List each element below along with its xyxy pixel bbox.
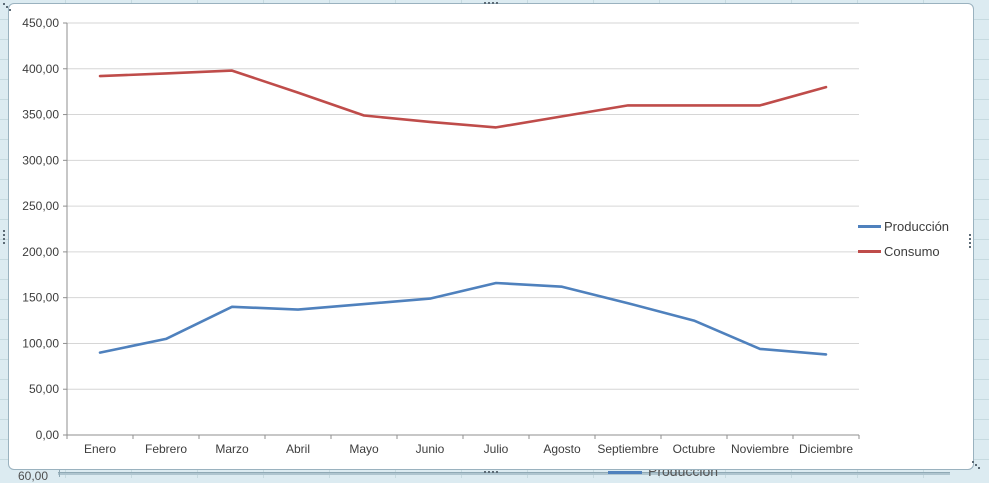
legend-swatch bbox=[858, 225, 881, 228]
background-chart-axis-tick bbox=[59, 469, 60, 477]
x-axis-label: Noviembre bbox=[731, 442, 789, 456]
x-axis-label: Enero bbox=[84, 442, 116, 456]
y-axis-label: 300,00 bbox=[22, 153, 59, 167]
x-axis-label: Febrero bbox=[145, 442, 187, 456]
x-axis-label: Junio bbox=[416, 442, 445, 456]
selection-handle-bottom[interactable] bbox=[484, 471, 498, 473]
selection-handle-bottom-right[interactable] bbox=[972, 461, 980, 469]
x-axis-label: Diciembre bbox=[799, 442, 853, 456]
x-axis-label: Septiembre bbox=[597, 442, 659, 456]
background-chart-axis-label: 60,00 bbox=[18, 469, 49, 483]
y-axis-label: 400,00 bbox=[22, 62, 59, 76]
series-line-producción[interactable] bbox=[98, 281, 828, 356]
chart-area[interactable]: 0,00 50,00 100,00 150,00 200,00 250,00 300,00 3… bbox=[8, 3, 974, 470]
y-axis-label: 450,00 bbox=[22, 16, 59, 30]
x-axis-label: Octubre bbox=[673, 442, 716, 456]
background-chart-legend-swatch bbox=[608, 471, 642, 474]
y-axis-label: 200,00 bbox=[22, 245, 59, 259]
y-axis-label: 50,00 bbox=[29, 382, 59, 396]
legend-item-producción[interactable]: Producción bbox=[858, 217, 949, 236]
selection-handle-right[interactable] bbox=[969, 234, 971, 248]
y-axis-label: 0,00 bbox=[36, 428, 60, 442]
y-axis-label: 100,00 bbox=[22, 336, 59, 350]
legend-swatch bbox=[858, 250, 881, 253]
selection-handle-top[interactable] bbox=[484, 2, 498, 4]
x-axis-label: Agosto bbox=[543, 442, 581, 456]
y-axis-label: 350,00 bbox=[22, 108, 59, 122]
series-line-consumo[interactable] bbox=[98, 69, 828, 129]
chart-svg[interactable]: 0,00 50,00 100,00 150,00 200,00 250,00 300,00 3… bbox=[9, 4, 973, 469]
legend-label: Consumo bbox=[884, 244, 940, 259]
x-axis-label: Marzo bbox=[215, 442, 249, 456]
chart-legend[interactable]: Producción Consumo bbox=[858, 217, 949, 261]
legend-item-consumo[interactable]: Consumo bbox=[858, 242, 949, 261]
selection-handle-left[interactable] bbox=[3, 230, 5, 244]
x-axis-label: Abril bbox=[286, 442, 310, 456]
selection-handle-top-left[interactable] bbox=[3, 3, 11, 11]
y-axis-label: 150,00 bbox=[22, 291, 59, 305]
y-axis-label: 250,00 bbox=[22, 199, 59, 213]
legend-label: Producción bbox=[884, 219, 950, 234]
x-axis-label: Mayo bbox=[349, 442, 379, 456]
background-chart-axis-line bbox=[58, 472, 950, 475]
x-axis-label: Julio bbox=[484, 442, 509, 456]
